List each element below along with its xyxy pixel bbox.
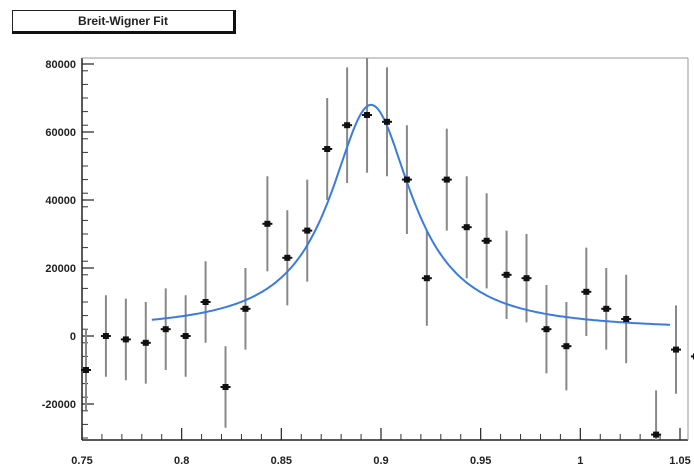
data-points [80,112,694,438]
data-point [623,316,630,322]
data-point [182,333,189,339]
data-point [692,353,694,360]
data-point [364,112,371,118]
data-point [673,346,680,353]
chart-title: Breit-Wigner Fit [12,10,236,34]
error-bars [84,58,678,440]
x-tick-label: 1.05 [669,455,690,467]
data-point [122,336,129,343]
data-point [423,275,430,282]
y-tick-label: -20000 [42,399,76,411]
x-tick-label: 0.85 [271,455,292,467]
data-point [443,176,450,183]
x-tick-label: 0.75 [71,455,92,467]
data-point [324,146,331,152]
data-point [344,122,351,129]
data-point [102,333,109,339]
data-point [403,176,410,183]
axes [81,57,689,441]
data-point [142,339,149,346]
data-point [583,288,590,295]
y-tick-label: 80000 [45,59,76,71]
data-point [563,343,570,350]
y-tick-label: 0 [70,331,76,343]
data-point [603,305,610,312]
data-point [264,220,271,227]
tick-labels: -20000 0 20000 40000 60000 80000 0.75 0.8 0.85 0.… [42,59,691,467]
data-point [202,299,209,305]
x-tick-label: 0.95 [470,455,491,467]
data-point [483,237,490,244]
data-point [82,367,89,373]
x-tick-label: 0.8 [174,455,189,467]
data-point [383,118,390,125]
data-point [543,326,550,333]
data-point [284,254,291,261]
data-point [503,271,510,278]
data-point [162,326,169,333]
x-tick-label: 0.9 [373,455,388,467]
data-point [304,227,311,234]
fit-curve [151,103,671,326]
data-point [222,384,229,390]
x-tick-label: 1 [577,455,583,467]
data-point [242,305,249,312]
y-tick-label: 60000 [45,127,76,139]
fit-curve-group [151,103,671,326]
y-tick-label: 40000 [45,195,76,207]
data-point [523,275,530,282]
y-tick-label: 20000 [45,263,76,275]
data-point [463,224,470,231]
data-point [653,431,660,438]
